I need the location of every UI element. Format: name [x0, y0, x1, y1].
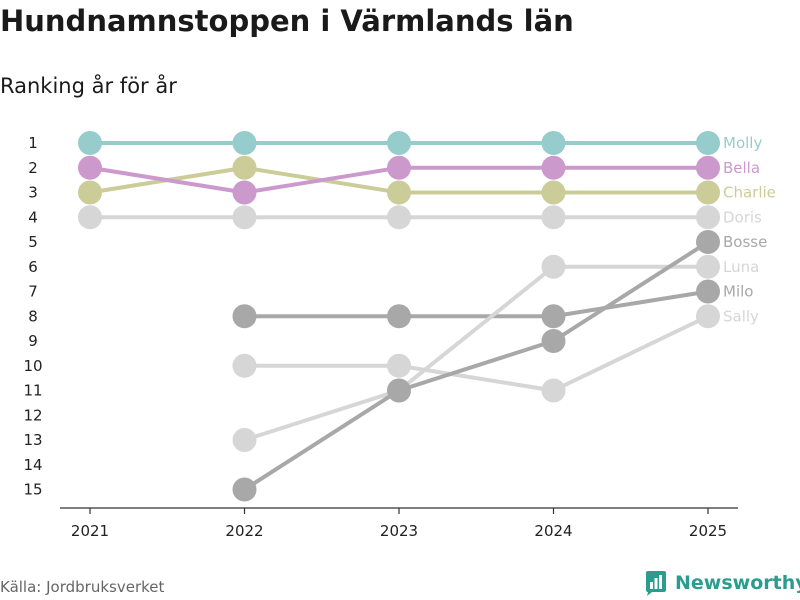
y-tick-label: 12 [23, 406, 42, 424]
series-labels: Sally Milo Luna Bosse Doris Charlie Bella Molly [723, 134, 776, 325]
series-line-milo [244, 289, 709, 319]
series-label-bosse: Bosse [723, 233, 767, 251]
data-point-doris [78, 205, 102, 230]
y-tick-label: 1 [28, 134, 38, 152]
data-point-charlie [78, 180, 102, 205]
brand-logo[interactable]: Newsworthy [644, 570, 800, 596]
data-point-molly [541, 131, 566, 155]
data-point-milo [696, 279, 720, 304]
data-point-bosse [232, 477, 257, 502]
y-tick-label: 2 [28, 159, 38, 177]
data-point-molly [78, 131, 102, 155]
data-point-charlie [541, 180, 566, 205]
x-tick-label: 2021 [71, 522, 109, 540]
data-point-sally [232, 353, 257, 378]
y-tick-label: 14 [23, 456, 42, 474]
data-point-luna [232, 428, 257, 452]
data-point-doris [541, 205, 566, 230]
y-tick-label: 13 [23, 431, 42, 449]
data-point-charlie [696, 180, 720, 205]
bar-chart-icon [646, 571, 666, 596]
data-point-milo [387, 304, 411, 329]
chart-subtitle: Ranking år för år [0, 74, 177, 98]
data-point-bella [232, 180, 257, 205]
series-label-doris: Doris [723, 208, 762, 226]
y-tick-label: 6 [28, 258, 38, 276]
y-tick-label: 15 [23, 481, 42, 499]
series-line-bosse [243, 240, 710, 492]
data-point-bella [696, 155, 720, 180]
series-label-sally: Sally [723, 307, 759, 325]
y-tick-label: 5 [28, 233, 38, 251]
data-point-milo [232, 304, 257, 329]
data-point-charlie [387, 180, 411, 205]
data-point-charlie [232, 155, 257, 180]
data-point-luna [541, 254, 566, 279]
y-tick-label: 3 [28, 184, 38, 202]
data-point-bella [387, 155, 411, 180]
data-point-milo [541, 304, 566, 329]
y-tick-label: 8 [28, 307, 38, 325]
data-point-molly [232, 131, 257, 155]
y-tick-label: 10 [23, 357, 42, 375]
series-label-milo: Milo [723, 283, 753, 301]
data-point-doris [696, 205, 720, 230]
data-point-luna [696, 254, 720, 279]
x-tick-label: 2024 [534, 522, 572, 540]
brand-name: Newsworthy [675, 572, 800, 594]
data-point-sally [541, 378, 566, 403]
data-point-bosse [541, 329, 566, 353]
data-point-sally [696, 304, 720, 329]
chart-title: Hundnamnstoppen i Värmlands län [0, 4, 574, 38]
y-tick-label: 9 [28, 332, 38, 350]
y-tick-label: 7 [28, 283, 38, 301]
series-label-molly: Molly [723, 134, 762, 152]
data-point-doris [232, 205, 257, 230]
y-tick-label: 11 [23, 382, 42, 400]
series-line-sally [244, 314, 709, 393]
series-line-luna [243, 264, 708, 442]
series-label-charlie: Charlie [723, 184, 776, 202]
data-point-molly [387, 131, 411, 155]
x-tick-label: 2023 [380, 522, 418, 540]
data-point-molly [696, 131, 720, 155]
series-points [78, 131, 720, 502]
source-note: Källa: Jordbruksverket [0, 578, 165, 596]
series-label-bella: Bella [723, 159, 760, 177]
y-tick-label: 4 [28, 208, 38, 226]
series-label-luna: Luna [723, 258, 759, 276]
data-point-bosse [696, 230, 720, 254]
data-point-bosse [387, 378, 411, 403]
data-point-bella [78, 155, 102, 180]
x-tick-label: 2025 [689, 522, 727, 540]
x-tick-label: 2022 [225, 522, 263, 540]
data-point-doris [387, 205, 411, 230]
data-point-bella [541, 155, 566, 180]
data-point-sally [387, 353, 411, 378]
